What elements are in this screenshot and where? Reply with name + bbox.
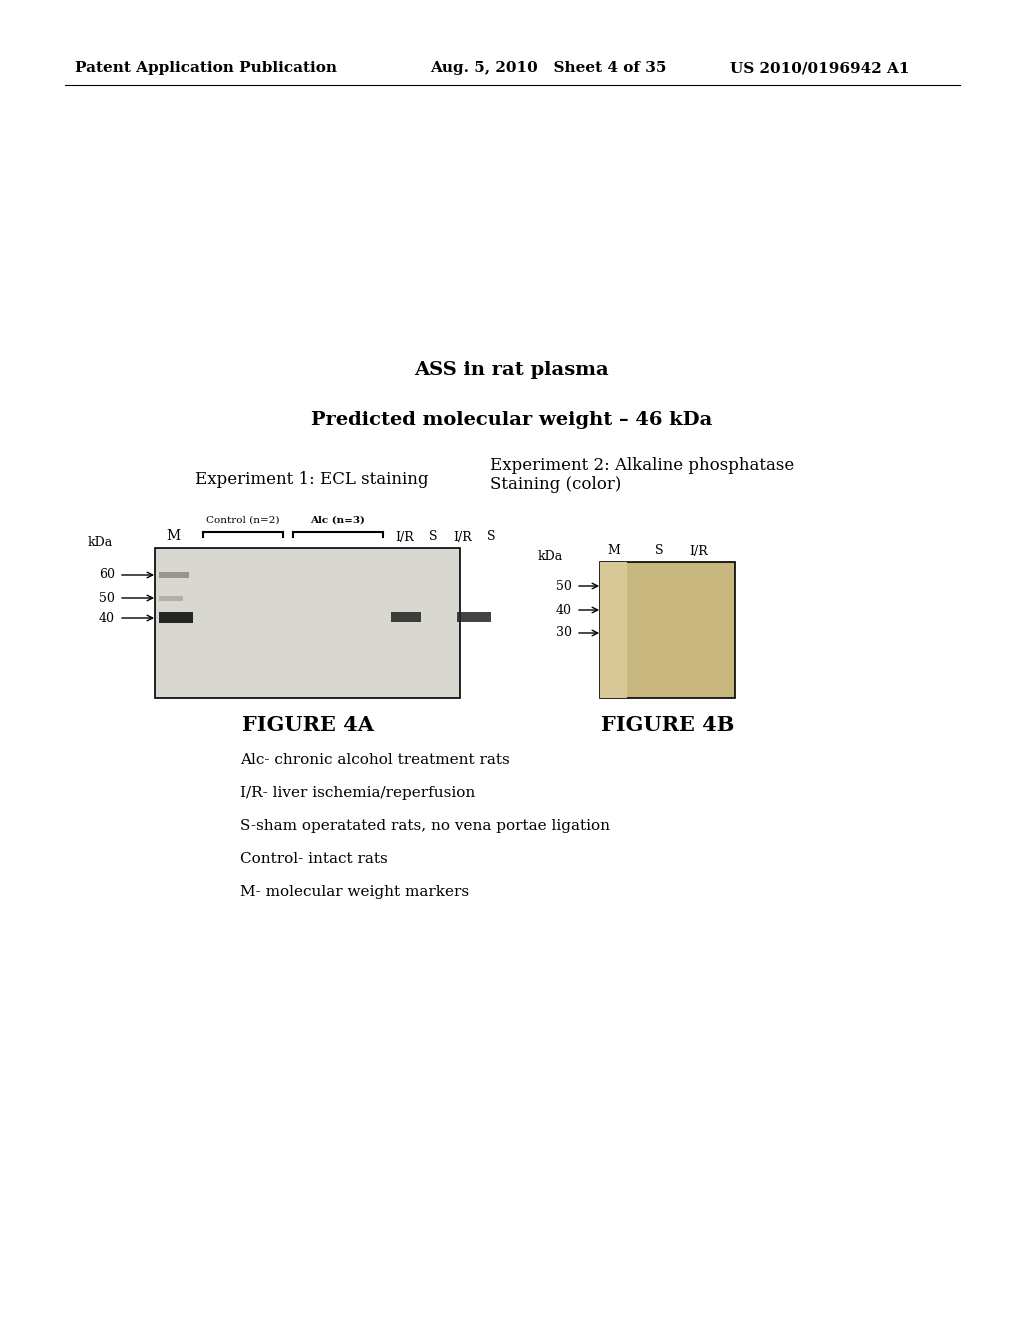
Bar (155, 548, 460, 698)
Text: 50: 50 (556, 579, 572, 593)
Text: FIGURE 4A: FIGURE 4A (242, 715, 374, 735)
Text: FIGURE 4B: FIGURE 4B (601, 715, 734, 735)
Text: M- molecular weight markers: M- molecular weight markers (240, 884, 469, 899)
Text: 40: 40 (556, 603, 572, 616)
Bar (600, 562, 735, 698)
Text: Alc (n=3): Alc (n=3) (310, 516, 366, 524)
Bar (600, 562, 627, 698)
Text: I/R- liver ischemia/reperfusion: I/R- liver ischemia/reperfusion (240, 785, 475, 800)
Text: Patent Application Publication: Patent Application Publication (75, 61, 337, 75)
Text: S: S (655, 544, 664, 557)
Bar (159, 572, 189, 578)
Text: M: M (166, 529, 180, 543)
Text: I/R: I/R (395, 531, 415, 544)
Text: Alc- chronic alcohol treatment rats: Alc- chronic alcohol treatment rats (240, 752, 510, 767)
Text: Experiment 1: ECL staining: Experiment 1: ECL staining (195, 471, 428, 488)
Text: Experiment 2: Alkaline phosphatase
Staining (color): Experiment 2: Alkaline phosphatase Stain… (490, 457, 795, 494)
Text: kDa: kDa (538, 550, 562, 564)
Text: kDa: kDa (87, 536, 113, 549)
Text: 50: 50 (99, 591, 115, 605)
Text: Control (n=2): Control (n=2) (206, 516, 280, 524)
Text: Control- intact rats: Control- intact rats (240, 851, 388, 866)
Text: Aug. 5, 2010   Sheet 4 of 35: Aug. 5, 2010 Sheet 4 of 35 (430, 61, 667, 75)
Bar (159, 597, 183, 601)
Text: I/R: I/R (689, 544, 708, 557)
Text: S: S (486, 531, 496, 544)
Text: US 2010/0196942 A1: US 2010/0196942 A1 (730, 61, 909, 75)
Text: 60: 60 (99, 569, 115, 582)
Text: ASS in rat plasma: ASS in rat plasma (415, 360, 609, 379)
Text: S: S (429, 531, 437, 544)
Text: 30: 30 (556, 627, 572, 639)
Text: S-sham operatated rats, no vena portae ligation: S-sham operatated rats, no vena portae l… (240, 818, 610, 833)
Text: I/R: I/R (454, 531, 472, 544)
Text: 40: 40 (99, 611, 115, 624)
Bar (391, 612, 421, 622)
Bar (159, 612, 193, 623)
Bar (457, 612, 490, 622)
Text: M: M (607, 544, 620, 557)
Text: Predicted molecular weight – 46 kDa: Predicted molecular weight – 46 kDa (311, 411, 713, 429)
